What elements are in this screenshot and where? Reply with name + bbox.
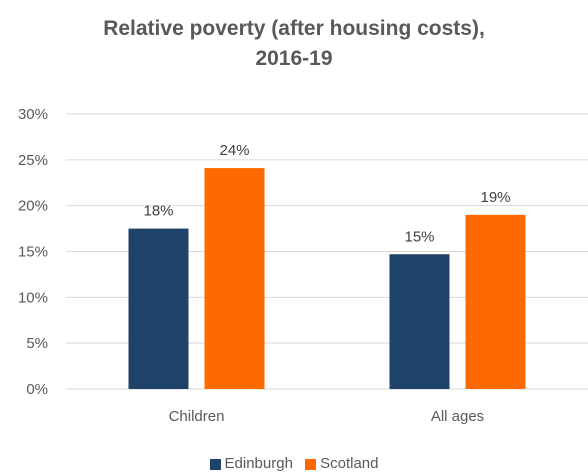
bar-edinburgh bbox=[128, 228, 189, 389]
legend: Edinburgh Scotland bbox=[0, 454, 588, 476]
data-label: 24% bbox=[219, 142, 249, 159]
x-category-label: All ages bbox=[431, 408, 484, 425]
legend-swatch-scotland bbox=[305, 458, 317, 470]
legend-label-edinburgh: Edinburgh bbox=[224, 455, 293, 472]
y-tick-label: 30% bbox=[18, 106, 48, 123]
bar-edinburgh bbox=[389, 254, 450, 389]
plot-area: 0% 5% 10% 15% 20% 25% 30% 18% 24% Children 15% 19% A… bbox=[18, 106, 588, 425]
chart-title-line-2: 2016-19 bbox=[255, 47, 333, 70]
chart-title: Relative poverty (after housing costs), … bbox=[0, 14, 588, 74]
legend-item-edinburgh: Edinburgh bbox=[209, 454, 293, 474]
y-tick-label: 20% bbox=[18, 198, 48, 215]
bar-scotland bbox=[465, 214, 526, 389]
bar-scotland bbox=[204, 168, 265, 389]
y-tick-label: 0% bbox=[26, 381, 48, 398]
legend-label-scotland: Scotland bbox=[320, 455, 379, 472]
chart-title-line-1: Relative poverty (after housing costs), bbox=[103, 17, 485, 40]
y-tick-label: 25% bbox=[18, 152, 48, 169]
legend-swatch-edinburgh bbox=[209, 458, 221, 470]
y-tick-label: 10% bbox=[18, 289, 48, 306]
x-category-label: Children bbox=[169, 408, 225, 425]
data-label: 18% bbox=[143, 203, 173, 220]
data-label: 19% bbox=[480, 189, 510, 206]
y-tick-label: 15% bbox=[18, 244, 48, 261]
data-label: 15% bbox=[404, 228, 434, 245]
y-tick-label: 5% bbox=[26, 335, 48, 352]
legend-item-scotland: Scotland bbox=[305, 454, 378, 474]
